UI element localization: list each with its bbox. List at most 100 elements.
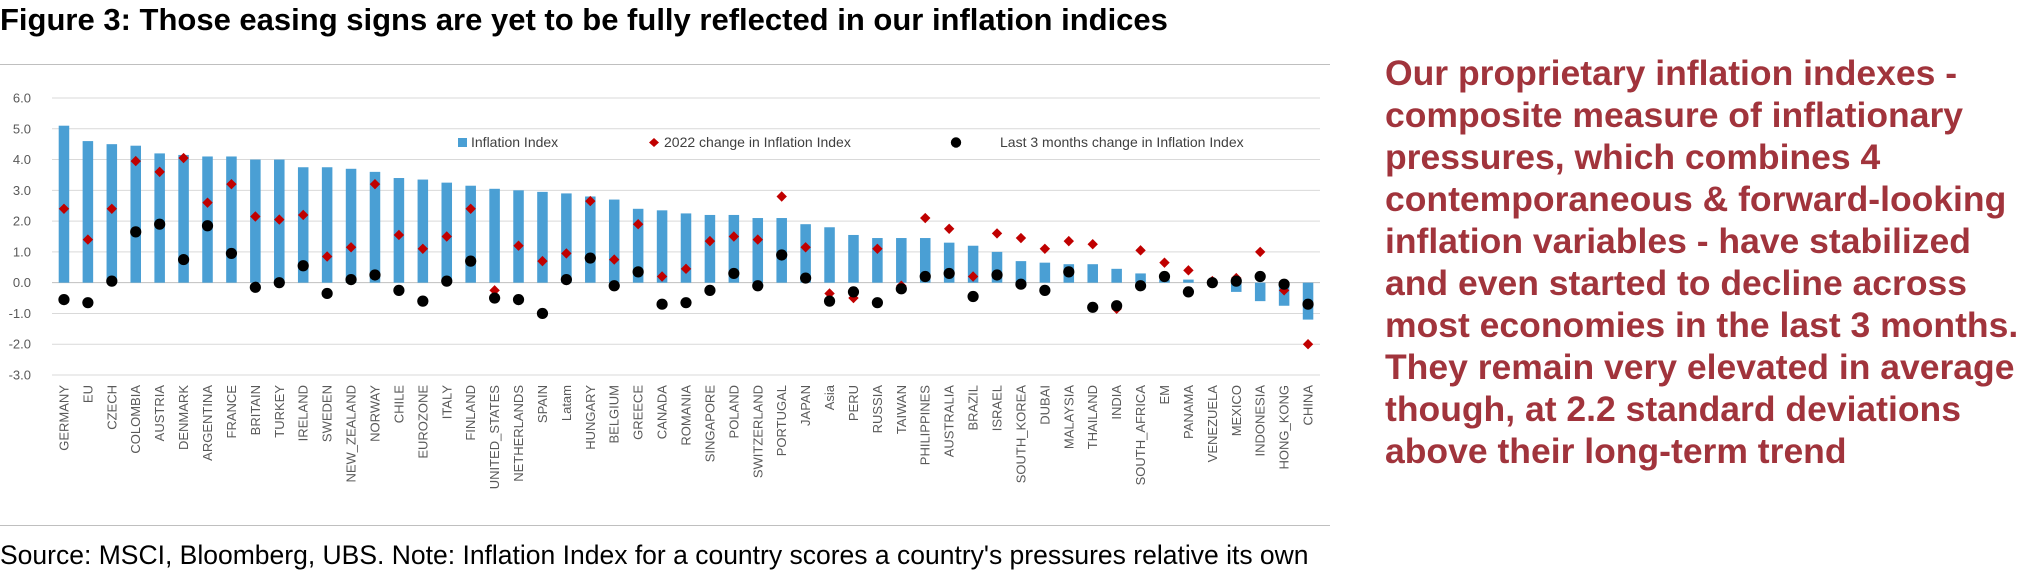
bar: [1183, 279, 1194, 283]
dot-marker: [345, 273, 357, 286]
diamond-marker: [752, 234, 763, 245]
bar: [585, 196, 596, 283]
bar: [1039, 262, 1051, 283]
chart-legend: Inflation Index 2022 change in Inflation …: [458, 134, 1244, 150]
diamond-marker: [1159, 257, 1170, 268]
x-tick-label: GERMANY: [56, 385, 71, 451]
bar: [513, 190, 524, 283]
bar: [1111, 268, 1122, 283]
x-tick-label: VENEZUELA: [1205, 385, 1220, 463]
bar: [608, 199, 620, 283]
x-tick-label: SOUTH_KOREA: [1013, 385, 1028, 484]
dot-marker: [1278, 278, 1290, 290]
bar: [202, 156, 213, 283]
dot-marker: [752, 280, 764, 292]
dot-marker: [1063, 266, 1075, 278]
x-tick-label: PANAMA: [1181, 385, 1196, 439]
dot-marker: [465, 255, 477, 267]
diamond-marker: [872, 243, 883, 255]
y-tick-label: 2.0: [13, 214, 31, 229]
dot-marker: [967, 290, 979, 303]
diamond-marker: [776, 191, 787, 202]
y-tick-label: -2.0: [9, 337, 31, 352]
diamond-marker: [274, 214, 285, 225]
diamond-marker: [656, 271, 668, 282]
dot-marker: [297, 260, 309, 272]
x-tick-label: HUNGARY: [583, 385, 598, 450]
dot-marker: [512, 293, 525, 306]
bar: [345, 168, 357, 283]
diamond-marker: [967, 271, 979, 282]
bar: [226, 156, 237, 283]
x-tick-label: POLAND: [726, 385, 741, 438]
legend-swatch-bar: [458, 138, 467, 147]
bar: [872, 238, 883, 283]
dot-marker: [1158, 270, 1171, 283]
bar: [130, 145, 141, 283]
diamond-marker: [106, 203, 118, 214]
diamond-marker: [441, 231, 452, 242]
diamond-marker: [1063, 235, 1074, 247]
dot-marker: [632, 266, 644, 278]
x-tick-label: DUBAI: [1037, 385, 1052, 425]
dot-marker: [680, 297, 692, 309]
y-tick-label: -1.0: [9, 306, 31, 321]
change-2022-markers: [58, 152, 1314, 350]
dot-marker: [1254, 270, 1266, 283]
diamond-marker: [1302, 339, 1314, 350]
diamond-marker: [1254, 246, 1266, 258]
dot-marker: [369, 269, 381, 281]
dot-marker: [943, 267, 955, 280]
inflation-index-bars: [58, 125, 1314, 320]
x-axis-category-labels: GERMANY EU CZECH COLOMBIA AUSTRIA DENMARK ARGE…: [56, 384, 1315, 489]
bar: [896, 238, 907, 283]
x-tick-label: DENMARK: [176, 385, 191, 450]
title-divider: [0, 64, 1330, 65]
diamond-marker: [130, 155, 141, 167]
y-tick-label: 5.0: [13, 121, 31, 136]
dot-marker: [728, 267, 740, 280]
diamond-marker: [537, 255, 548, 267]
bar: [704, 214, 716, 283]
bar: [489, 188, 500, 283]
bar: [1254, 282, 1266, 302]
dot-marker: [656, 298, 668, 310]
x-tick-label: UNITED_STATES: [487, 385, 502, 490]
x-tick-label: Latam: [559, 385, 574, 421]
dot-marker: [1182, 286, 1195, 298]
dot-marker: [154, 218, 166, 230]
dot-marker: [536, 307, 549, 320]
x-tick-label: NETHERLANDS: [511, 385, 526, 482]
diamond-marker: [943, 223, 955, 235]
bar: [752, 218, 764, 283]
source-divider: [0, 525, 1330, 526]
diamond-marker: [920, 212, 931, 224]
bar: [417, 179, 429, 283]
dot-marker: [130, 226, 142, 238]
bar: [1015, 261, 1027, 283]
dot-marker: [1087, 301, 1099, 313]
x-tick-label: IRELAND: [296, 385, 311, 441]
y-tick-label: 6.0: [13, 91, 31, 106]
dot-marker: [106, 275, 118, 287]
dot-marker: [704, 284, 716, 296]
diamond-marker: [1135, 245, 1146, 256]
x-tick-label: NORWAY: [367, 385, 382, 442]
dot-marker: [584, 252, 596, 264]
diamond-marker: [393, 229, 405, 241]
dot-marker: [991, 269, 1003, 281]
bar: [824, 227, 835, 283]
dot-marker: [417, 295, 429, 307]
dot-marker: [249, 281, 261, 293]
diamond-marker: [58, 203, 70, 214]
bar: [154, 153, 165, 283]
diamond-marker: [1039, 243, 1051, 255]
bar: [967, 245, 979, 283]
dot-marker: [58, 293, 70, 306]
diamond-marker: [800, 242, 811, 253]
bar: [656, 210, 668, 283]
legend-swatch-dot: [950, 137, 962, 148]
diamond-marker: [585, 195, 596, 207]
x-tick-label: JAPAN: [798, 385, 813, 426]
dot-marker: [608, 280, 620, 292]
